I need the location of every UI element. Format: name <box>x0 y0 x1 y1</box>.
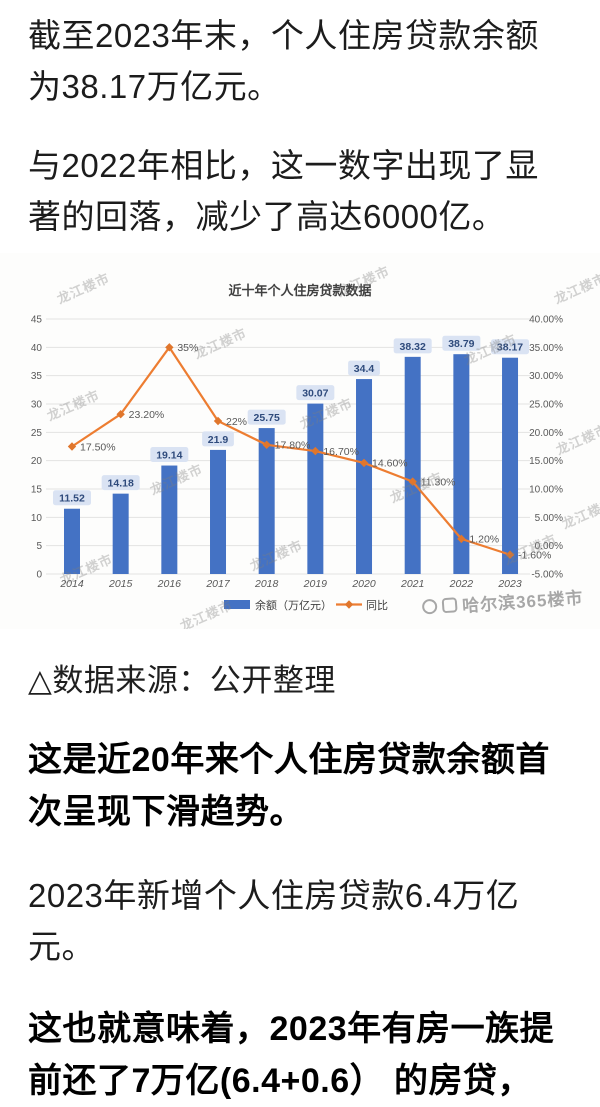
svg-text:19.14: 19.14 <box>156 449 182 461</box>
svg-text:2020: 2020 <box>351 578 376 590</box>
svg-text:38.17: 38.17 <box>497 342 523 354</box>
svg-text:25: 25 <box>31 428 43 439</box>
svg-text:0: 0 <box>36 569 42 580</box>
svg-text:35.00%: 35.00% <box>529 343 563 354</box>
svg-text:16.70%: 16.70% <box>323 446 359 458</box>
svg-text:34.4: 34.4 <box>354 363 375 375</box>
svg-text:40: 40 <box>31 343 43 354</box>
svg-text:2014: 2014 <box>59 578 84 590</box>
svg-text:2016: 2016 <box>157 578 182 590</box>
paragraph-first-decline: 这是近20年来个人住房贷款余额首次呈现下滑趋势。 <box>28 740 550 831</box>
paragraph-drop-vs-2022: 与2022年相比，这一数字出现了显著的回落，减少了高达6000亿。 <box>28 146 539 236</box>
svg-text:20: 20 <box>31 456 43 467</box>
svg-text:-1.60%: -1.60% <box>518 549 551 561</box>
housing-loan-chart: 近十年个人住房贷款数据 45 40.00% 40 35.00% 35 30.00% 30 25.… <box>0 252 600 629</box>
svg-text:10: 10 <box>31 513 43 524</box>
paragraph-balance-2023: 截至2023年末，个人住房贷款余额为38.17万亿元。 <box>28 17 539 106</box>
svg-text:14.18: 14.18 <box>108 478 134 490</box>
svg-text:2017: 2017 <box>205 578 231 590</box>
svg-text:30: 30 <box>31 399 43 410</box>
svg-text:25.00%: 25.00% <box>529 399 563 410</box>
svg-text:30.00%: 30.00% <box>529 371 563 382</box>
svg-text:15: 15 <box>31 484 43 495</box>
svg-text:2018: 2018 <box>254 578 279 590</box>
article-page: { "page": { "paragraph1": "截至2023年末，个人住房… <box>0 17 600 1100</box>
svg-text:5.00%: 5.00% <box>535 513 563 524</box>
svg-text:同比: 同比 <box>366 599 388 612</box>
svg-text:0.00%: 0.00% <box>535 541 563 552</box>
svg-text:38.32: 38.32 <box>400 341 426 353</box>
svg-text:17.50%: 17.50% <box>80 441 116 453</box>
svg-text:11.30%: 11.30% <box>421 476 456 488</box>
svg-text:11.52: 11.52 <box>59 493 85 505</box>
paragraph-new-loans-2023: 2023年新增个人住房贷款6.4万亿元。 <box>28 876 520 966</box>
svg-text:-5.00%: -5.00% <box>531 569 563 580</box>
svg-text:2023: 2023 <box>497 578 522 590</box>
svg-text:15.00%: 15.00% <box>529 456 563 467</box>
svg-text:2019: 2019 <box>303 578 328 590</box>
svg-text:22%: 22% <box>226 416 247 428</box>
combo-chart-canvas: 近十年个人住房贷款数据 45 40.00% 40 35.00% 35 30.00% 30 25.… <box>31 283 563 612</box>
svg-text:35%: 35% <box>177 342 198 354</box>
svg-text:23.20%: 23.20% <box>129 409 165 421</box>
svg-text:余额（万亿元）: 余额（万亿元） <box>255 598 332 612</box>
svg-text:40.00%: 40.00% <box>529 314 563 325</box>
svg-text:30.07: 30.07 <box>302 387 328 399</box>
svg-text:2022: 2022 <box>449 578 474 590</box>
svg-text:45: 45 <box>31 314 43 325</box>
svg-text:近十年个人住房贷款数据: 近十年个人住房贷款数据 <box>228 283 371 298</box>
svg-text:14.60%: 14.60% <box>372 458 408 470</box>
svg-text:21.9: 21.9 <box>208 434 229 446</box>
svg-text:20.00%: 20.00% <box>529 428 563 439</box>
paragraph-early-repayment: 这也就意味着，2023年有房一族提前还了7万亿(6.4+0.6） 的房贷， <box>28 1009 555 1100</box>
svg-text:5: 5 <box>36 541 42 552</box>
svg-text:35: 35 <box>31 371 43 382</box>
svg-text:1.20%: 1.20% <box>469 534 499 546</box>
svg-text:25.75: 25.75 <box>254 412 280 424</box>
svg-text:2021: 2021 <box>400 578 424 590</box>
svg-text:10.00%: 10.00% <box>529 484 563 495</box>
data-source-caption: △数据来源：公开整理 <box>28 662 336 698</box>
svg-text:38.79: 38.79 <box>448 338 474 350</box>
svg-text:17.80%: 17.80% <box>275 439 311 451</box>
svg-text:2015: 2015 <box>108 578 133 590</box>
